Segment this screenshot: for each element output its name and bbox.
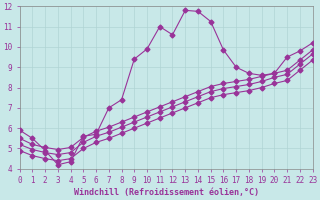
X-axis label: Windchill (Refroidissement éolien,°C): Windchill (Refroidissement éolien,°C) [74,188,259,197]
